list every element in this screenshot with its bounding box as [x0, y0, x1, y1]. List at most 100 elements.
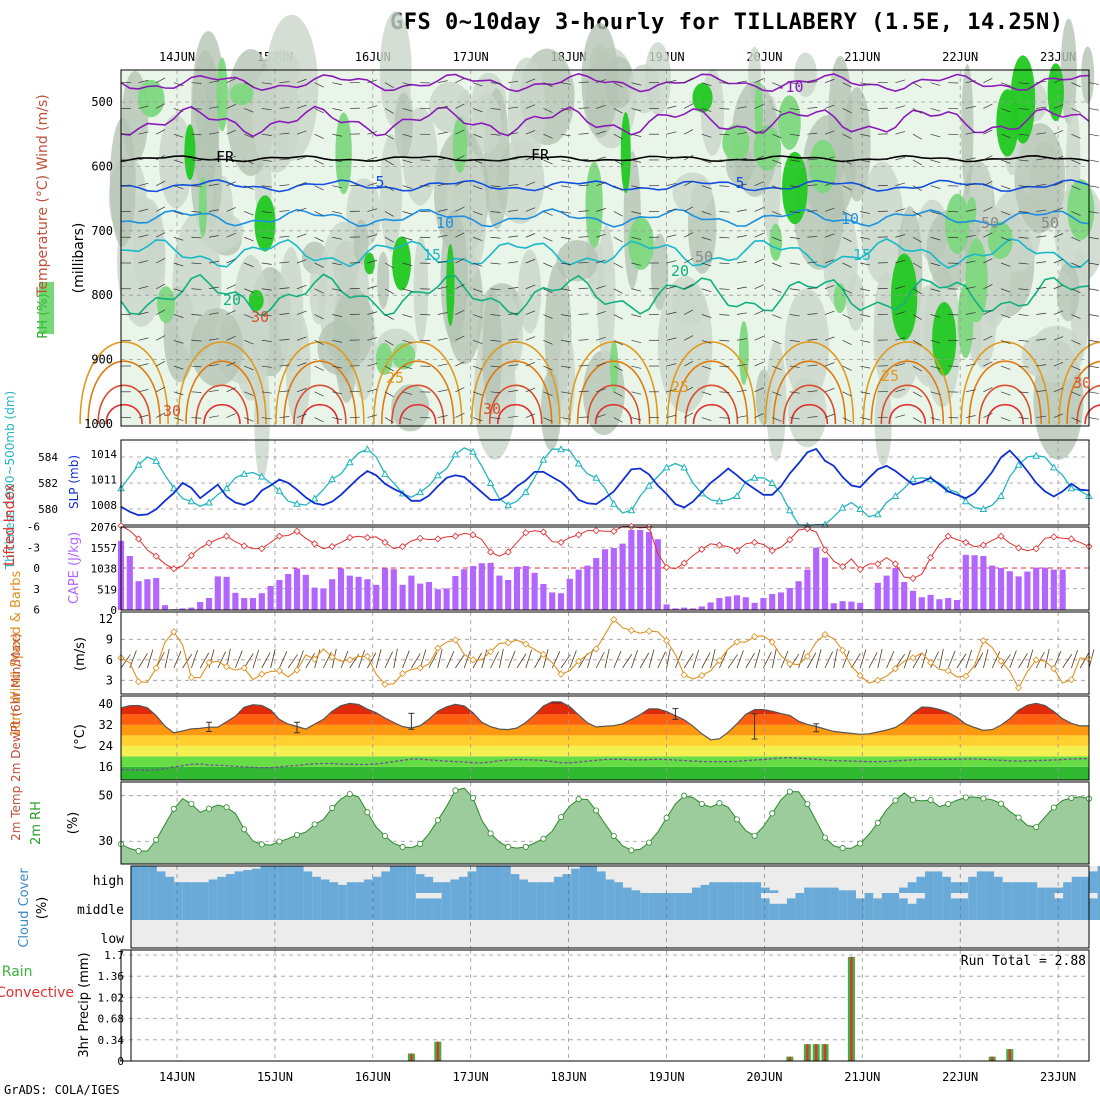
wind-barb	[1088, 133, 1099, 137]
wind-barb	[402, 417, 413, 421]
cloud-bg-cell	[631, 920, 641, 948]
wind-barb	[384, 365, 394, 372]
wind-barb	[719, 82, 730, 84]
slp-label: SLP (mb)	[67, 455, 81, 509]
wind-barb	[578, 184, 589, 187]
cloud-cell	[899, 887, 909, 893]
wind-barb	[1053, 413, 1064, 418]
cloud-bg-cell	[458, 920, 469, 948]
rh-marker	[487, 830, 494, 837]
wind-barb	[930, 108, 941, 112]
date-label-top: 21JUN	[844, 50, 880, 64]
wind-barb	[860, 236, 871, 240]
wind-barb	[930, 236, 941, 241]
li-tick: 0	[33, 562, 40, 575]
wind-barb	[332, 133, 343, 137]
cape-bar	[434, 589, 441, 610]
wind-barb	[402, 391, 413, 395]
wind-barb	[560, 82, 571, 85]
surface-wind-barb	[252, 649, 260, 669]
wind-barb	[1036, 364, 1047, 367]
thickness-marker	[785, 506, 794, 514]
wind-barb	[912, 262, 922, 269]
cape-bar	[901, 582, 908, 610]
wind-barb	[965, 80, 976, 84]
cloud-bg-cell	[605, 920, 615, 948]
li-tick: 6	[33, 604, 40, 617]
li-marker	[680, 559, 688, 567]
wind-barb	[824, 233, 835, 238]
wind-barb	[772, 133, 782, 139]
cape-bar	[425, 582, 433, 610]
cloud-bg-cell	[674, 920, 684, 948]
wind-barb	[384, 314, 394, 320]
cloud-bg-cell	[182, 866, 192, 893]
wind-barb	[613, 82, 623, 88]
rh-marker	[1068, 794, 1075, 801]
wind-barb	[208, 157, 219, 161]
cloud-cell	[303, 893, 313, 920]
rh-moist	[375, 342, 393, 376]
thickness-marker	[310, 494, 319, 502]
wind-barb	[173, 262, 184, 267]
cloud-cell	[1011, 882, 1021, 893]
wind-barb	[402, 82, 413, 86]
cloud-bg-cell	[597, 920, 607, 948]
wind-barb	[296, 156, 307, 161]
cloud-cell	[510, 874, 520, 893]
li-marker	[205, 539, 213, 547]
wind-barb	[912, 339, 922, 346]
wind-barb	[666, 79, 677, 84]
surface-wind-barb	[340, 650, 349, 669]
wind-barb	[842, 262, 852, 268]
li-marker	[663, 563, 671, 571]
wind-marker	[539, 650, 547, 658]
cloud-bg-cell	[208, 920, 218, 948]
cloud-bg-cell	[433, 866, 443, 893]
wind-barb	[1053, 361, 1064, 367]
rh-marker	[329, 804, 336, 811]
wind-barb	[543, 417, 553, 422]
wind-barb	[226, 258, 236, 264]
wind-barb	[1000, 133, 1011, 138]
rh-marker	[153, 836, 160, 843]
cloud-cell	[1045, 893, 1055, 920]
cape-bar	[962, 554, 969, 610]
wind-barb	[754, 413, 764, 418]
cloud-bg-cell	[821, 866, 831, 893]
wind-barb	[719, 365, 730, 368]
cloud-cell	[1089, 871, 1099, 893]
wind-barb	[789, 262, 800, 265]
thickness-marker	[539, 455, 548, 463]
cloud-bg-cell	[691, 866, 702, 893]
wind-barb	[736, 363, 747, 367]
li-marker	[187, 551, 195, 560]
wind-barb	[173, 314, 184, 318]
cloud-bg-cell	[700, 920, 710, 948]
cloud-bg-cell	[812, 920, 822, 948]
precip-convective-bar	[823, 1044, 827, 1061]
surface-wind-barb	[164, 648, 170, 669]
rh2m-panel	[120, 781, 1090, 865]
cloud-cell	[191, 893, 201, 920]
surface-wind-barb	[956, 653, 967, 669]
li-marker	[751, 538, 759, 546]
cloud-cell	[821, 887, 831, 893]
wind-barb	[930, 82, 941, 86]
wind-barb	[244, 417, 254, 422]
wind-barb	[138, 105, 149, 109]
wind-barb	[965, 415, 976, 418]
cloud-cell	[364, 879, 374, 893]
wind-barb	[701, 339, 712, 344]
cloud-bg-cell	[441, 866, 451, 893]
wind-marker	[416, 664, 424, 672]
wind-barb	[613, 417, 623, 423]
wind-barb	[455, 309, 465, 315]
wind-barb	[1000, 262, 1011, 267]
warm-contour	[79, 341, 169, 425]
rh-marker	[593, 807, 600, 814]
thickness-marker	[451, 450, 460, 458]
surface-wind-barb	[648, 649, 655, 669]
wind-barb	[543, 236, 553, 242]
wind-barb	[560, 108, 571, 111]
